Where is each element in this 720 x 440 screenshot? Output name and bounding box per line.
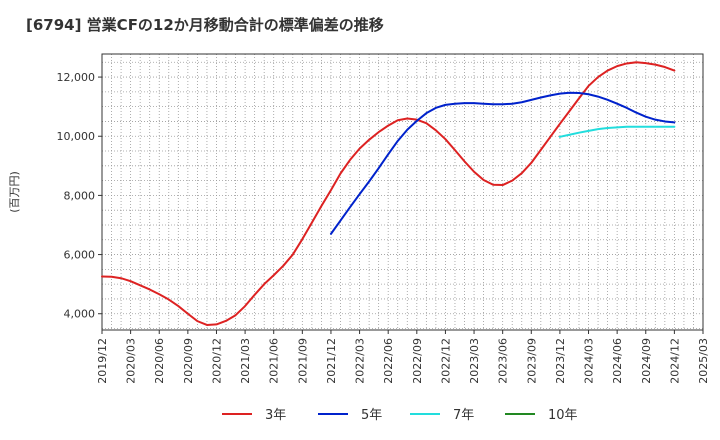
- legend-label: 7年: [453, 408, 474, 423]
- x-tick-label: 2022/03: [354, 338, 367, 384]
- x-tick-label: 2023/09: [525, 338, 538, 384]
- x-tick-label: 2024/12: [668, 338, 681, 384]
- plot-area: [101, 53, 704, 331]
- chart-title: [6794] 営業CFの12か月移動合計の標準偏差の推移: [26, 16, 384, 34]
- x-tick-label: 2022/09: [411, 338, 424, 384]
- x-tick-label: 2023/12: [554, 338, 567, 384]
- series-line: [558, 125, 676, 138]
- y-tick-label: 6,000: [64, 249, 96, 262]
- x-tick-label: 2021/12: [325, 338, 338, 384]
- x-axis: 2019/12 2020/03 2020/06 2020/09 2020/12 2021/…: [96, 330, 710, 384]
- plot-frame: [101, 53, 704, 331]
- x-tick-label: 2020/09: [182, 338, 195, 384]
- series-layer: [101, 61, 676, 326]
- x-tick-label: 2024/09: [640, 338, 653, 384]
- series-line: [329, 91, 676, 235]
- x-tick-label: 2022/06: [382, 338, 395, 384]
- legend-label: 5年: [361, 408, 382, 423]
- y-tick-label: 12,000: [57, 71, 96, 84]
- y-tick-label: 8,000: [64, 189, 96, 202]
- legend: 3年 5年 7年 10年: [222, 408, 578, 423]
- y-tick-label: 10,000: [57, 130, 96, 143]
- x-tick-label: 2023/06: [497, 338, 510, 384]
- x-tick-label: 2024/03: [583, 338, 596, 384]
- x-tick-label: 2025/03: [697, 338, 710, 384]
- legend-label: 10年: [548, 408, 578, 423]
- x-tick-label: 2024/06: [611, 338, 624, 384]
- y-axis-label: (百万円): [8, 171, 21, 213]
- x-tick-label: 2020/12: [210, 338, 223, 384]
- x-tick-label: 2021/06: [268, 338, 281, 384]
- y-axis: 4,000 6,000 8,000 10,000 12,000: [57, 71, 102, 321]
- x-tick-label: 2020/03: [125, 338, 138, 384]
- x-tick-label: 2019/12: [96, 338, 109, 384]
- x-tick-label: 2020/06: [153, 338, 166, 384]
- y-tick-label: 4,000: [64, 308, 96, 321]
- x-tick-label: 2021/09: [296, 338, 309, 384]
- plot-background: [102, 54, 703, 330]
- x-tick-label: 2022/12: [439, 338, 452, 384]
- series-line: [101, 61, 676, 326]
- x-tick-label: 2023/03: [468, 338, 481, 384]
- x-tick-label: 2021/03: [239, 338, 252, 384]
- legend-label: 3年: [265, 408, 286, 423]
